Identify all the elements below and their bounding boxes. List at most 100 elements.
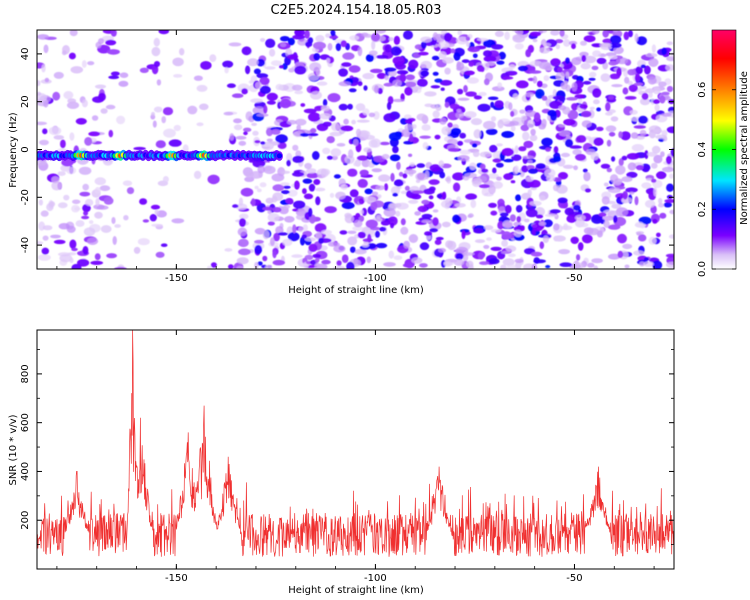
heatmap-noise-blob — [139, 67, 149, 74]
heatmap-noise-blob — [231, 93, 244, 98]
heatmap-noise-blob — [69, 30, 78, 37]
heatmap-noise-blob — [318, 237, 324, 244]
heatmap-noise-blob — [665, 64, 674, 72]
heatmap-noise-blob — [384, 67, 397, 72]
heatmap-noise-blob — [363, 85, 368, 91]
heatmap-noise-blob — [559, 262, 573, 268]
heatmap-noise-blob — [316, 81, 328, 86]
heatmap-noise-blob — [558, 105, 567, 111]
heatmap-noise-blob — [421, 219, 432, 224]
heatmap-noise-blob — [567, 109, 579, 120]
heatmap-noise-blob — [250, 98, 263, 103]
heatmap-noise-blob — [602, 38, 613, 44]
heatmap-noise-blob — [603, 220, 610, 228]
heatmap-noise-blob — [566, 97, 578, 101]
heatmap-noise-blob — [37, 34, 49, 40]
heatmap-noise-blob — [108, 129, 114, 138]
heatmap-noise-blob — [424, 91, 437, 97]
heatmap-noise-blob — [286, 54, 299, 60]
heatmap-noise-blob — [243, 131, 248, 136]
heatmap-noise-blob — [292, 224, 297, 234]
heatmap-noise-blob — [538, 47, 551, 54]
heatmap-noise-blob — [490, 116, 497, 122]
heatmap-noise-blob — [558, 249, 570, 255]
heatmap-noise-blob — [496, 143, 503, 147]
heatmap-noise-blob — [264, 66, 276, 70]
heatmap-noise-blob — [153, 61, 161, 67]
heatmap-noise-blob — [266, 92, 278, 101]
heatmap-noise-blob — [106, 253, 117, 259]
heatmap-noise-blob — [390, 222, 394, 229]
heatmap-noise-blob — [41, 247, 49, 255]
heatmap-noise-blob — [42, 235, 49, 241]
heatmap-noise-blob — [465, 91, 477, 97]
heatmap-noise-blob — [304, 162, 312, 170]
heatmap-noise-blob — [455, 253, 464, 260]
heatmap-noise-blob — [515, 205, 523, 213]
heatmap-noise-blob — [539, 241, 545, 249]
heatmap-noise-blob — [171, 218, 185, 224]
heatmap-noise-blob — [43, 44, 49, 54]
heatmap-noise-blob — [271, 129, 281, 135]
heatmap-noise-blob — [358, 130, 369, 136]
heatmap-noise-blob — [591, 65, 599, 71]
heatmap-noise-blob — [387, 216, 398, 226]
heatmap-noise-blob — [580, 40, 587, 46]
heatmap-noise-blob — [610, 35, 622, 44]
heatmap-noise-blob — [434, 78, 443, 83]
heatmap-noise-blob — [275, 83, 284, 91]
heatmap-noise-blob — [641, 92, 649, 100]
heatmap-noise-blob — [443, 260, 453, 267]
heatmap-noise-blob — [262, 255, 268, 262]
heatmap-noise-blob — [161, 116, 166, 124]
heatmap-noise-blob — [438, 51, 447, 59]
heatmap-noise-blob — [245, 65, 251, 75]
heatmap-noise-blob — [331, 155, 338, 161]
heatmap-noise-blob — [254, 227, 266, 235]
heatmap-noise-blob — [410, 193, 422, 200]
chart-title: C2E5.2024.154.18.05.R03 — [270, 3, 441, 18]
heatmap-noise-blob — [522, 155, 535, 160]
heatmap-noise-blob — [293, 200, 306, 209]
heatmap-noise-blob — [470, 199, 477, 209]
heatmap-noise-blob — [265, 38, 276, 48]
heatmap-noise-blob — [466, 77, 479, 84]
heatmap-noise-blob — [479, 261, 490, 265]
heatmap-noise-blob — [443, 32, 452, 42]
heatmap-noise-blob — [450, 127, 462, 136]
heatmap-noise-blob — [322, 121, 332, 127]
heatmap-noise-blob — [232, 204, 239, 208]
heatmap-noise-blob — [456, 61, 461, 68]
heatmap-noise-blob — [432, 110, 440, 118]
heatmap-noise-blob — [319, 113, 332, 120]
heatmap-noise-blob — [84, 198, 94, 207]
heatmap-noise-blob — [459, 132, 467, 139]
heatmap-noise-blob — [270, 237, 275, 247]
heatmap-noise-blob — [611, 203, 622, 209]
heatmap-noise-blob — [557, 197, 568, 204]
heatmap-noise-blob — [423, 188, 435, 195]
heatmap-noise-blob — [156, 79, 162, 86]
heatmap-noise-blob — [353, 138, 359, 147]
heatmap-noise-blob — [365, 219, 378, 229]
heatmap-noise-blob — [445, 240, 454, 249]
heatmap-noise-blob — [94, 84, 107, 89]
heatmap-noise-blob — [408, 153, 413, 157]
heatmap-noise-blob — [558, 130, 571, 137]
heatmap-noise-blob — [524, 218, 530, 223]
heatmap-noise-blob — [421, 199, 430, 205]
heatmap-noise-blob — [151, 65, 159, 75]
heatmap-noise-blob — [625, 187, 638, 193]
heatmap-noise-blob — [377, 194, 382, 199]
heatmap-noise-blob — [61, 158, 74, 167]
heatmap-noise-layer — [37, 30, 674, 269]
heatmap-noise-blob — [434, 134, 441, 140]
heatmap-noise-blob — [75, 118, 87, 125]
heatmap-noise-blob — [286, 119, 297, 125]
heatmap-noise-blob — [254, 81, 262, 90]
heatmap-noise-blob — [235, 203, 248, 211]
heatmap-noise-blob — [416, 78, 428, 87]
heatmap-noise-blob — [207, 265, 212, 269]
heatmap-noise-blob — [283, 204, 291, 209]
heatmap-noise-blob — [153, 106, 163, 113]
